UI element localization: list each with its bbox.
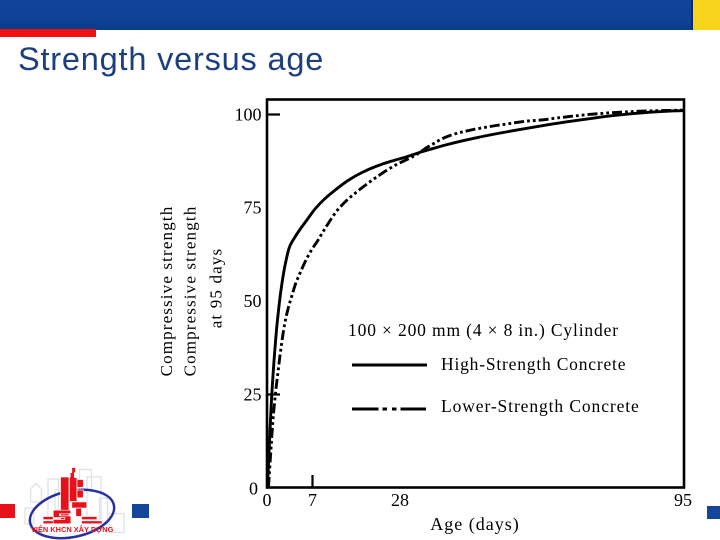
svg-text:75: 75 [244,198,262,218]
svg-text:0: 0 [249,479,258,499]
svg-text:50: 50 [244,291,262,311]
svg-text:at 95 days: at 95 days [207,248,226,328]
svg-text:100: 100 [235,105,262,125]
svg-text:High-Strength Concrete: High-Strength Concrete [441,354,626,374]
svg-text:100 × 200 mm (4 × 8 in.) Cylin: 100 × 200 mm (4 × 8 in.) Cylinder [348,320,619,340]
svg-text:25: 25 [244,385,262,405]
svg-text:0: 0 [263,490,272,510]
svg-text:Age (days): Age (days) [430,514,519,535]
svg-text:Compressive strength: Compressive strength [157,206,176,377]
svg-text:VIỆN KHCN XÂY DỰNG: VIỆN KHCN XÂY DỰNG [31,525,114,534]
svg-text:95: 95 [674,490,692,510]
svg-text:28: 28 [391,490,409,510]
svg-text:Compressive strength: Compressive strength [181,206,200,377]
svg-text:7: 7 [308,490,317,510]
svg-text:Lower-Strength Concrete: Lower-Strength Concrete [441,396,640,416]
